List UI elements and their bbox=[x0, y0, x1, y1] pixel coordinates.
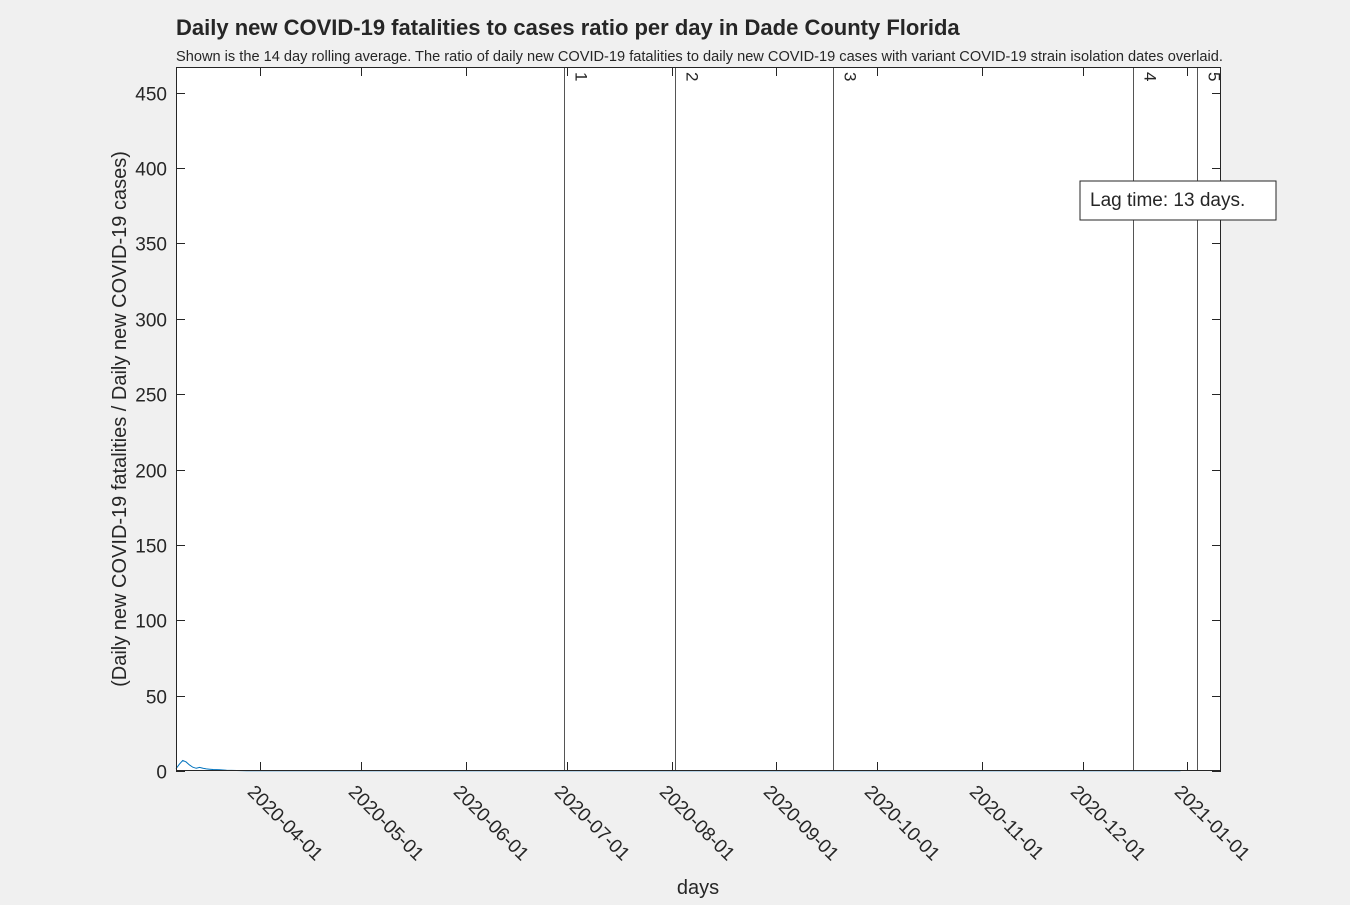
variant-line-label-3: 3 bbox=[841, 72, 860, 81]
x-tick-label-2021-01-01: 2021-01-01 bbox=[1170, 782, 1254, 866]
x-tick-label-2020-09-01: 2020-09-01 bbox=[759, 782, 843, 866]
x-tick-label-2020-04-01: 2020-04-01 bbox=[243, 782, 327, 866]
x-tick-label-2020-11-01: 2020-11-01 bbox=[965, 782, 1048, 865]
y-tick-label-100: 100 bbox=[135, 612, 167, 633]
variant-line-label-1: 1 bbox=[572, 72, 591, 81]
y-tick-label-200: 200 bbox=[135, 462, 167, 483]
chart-title: Daily new COVID-19 fatalities to cases r… bbox=[176, 15, 960, 40]
lag-time-text: Lag time: 13 days. bbox=[1090, 190, 1245, 211]
x-tick-label-2020-10-01: 2020-10-01 bbox=[860, 782, 944, 866]
x-tick-label-2020-08-01: 2020-08-01 bbox=[655, 782, 739, 866]
y-tick-label-400: 400 bbox=[135, 160, 167, 181]
y-tick-label-150: 150 bbox=[135, 537, 167, 558]
y-tick-label-450: 450 bbox=[135, 85, 167, 106]
y-tick-label-250: 250 bbox=[135, 386, 167, 407]
lag-time-box bbox=[1079, 180, 1277, 221]
y-axis-label: (Daily new COVID-19 fatalities / Daily n… bbox=[109, 151, 131, 687]
x-axis-label: days bbox=[677, 877, 719, 899]
x-tick-label-2020-05-01: 2020-05-01 bbox=[344, 782, 428, 866]
lag-time-annotation: Lag time: 13 days. bbox=[1079, 180, 1277, 221]
y-axis: 0 50 100 150 200 250 300 350 400 450 bbox=[135, 85, 1221, 784]
variant-line-label-2: 2 bbox=[683, 72, 702, 81]
x-tick-label-2020-12-01: 2020-12-01 bbox=[1066, 782, 1150, 866]
y-tick-label-300: 300 bbox=[135, 311, 167, 332]
y-tick-label-50: 50 bbox=[146, 688, 167, 709]
plot-area bbox=[176, 67, 1221, 771]
y-tick-label-0: 0 bbox=[156, 763, 167, 784]
plot-border bbox=[176, 67, 1221, 771]
x-tick-label-2020-06-01: 2020-06-01 bbox=[449, 782, 533, 866]
variant-line-label-4: 4 bbox=[1141, 72, 1160, 81]
chart-subtitle: Shown is the 14 day rolling average. The… bbox=[176, 49, 1223, 65]
x-tick-label-2020-07-01: 2020-07-01 bbox=[550, 782, 634, 866]
variant-line-label-5: 5 bbox=[1205, 72, 1224, 81]
y-tick-label-350: 350 bbox=[135, 235, 167, 256]
